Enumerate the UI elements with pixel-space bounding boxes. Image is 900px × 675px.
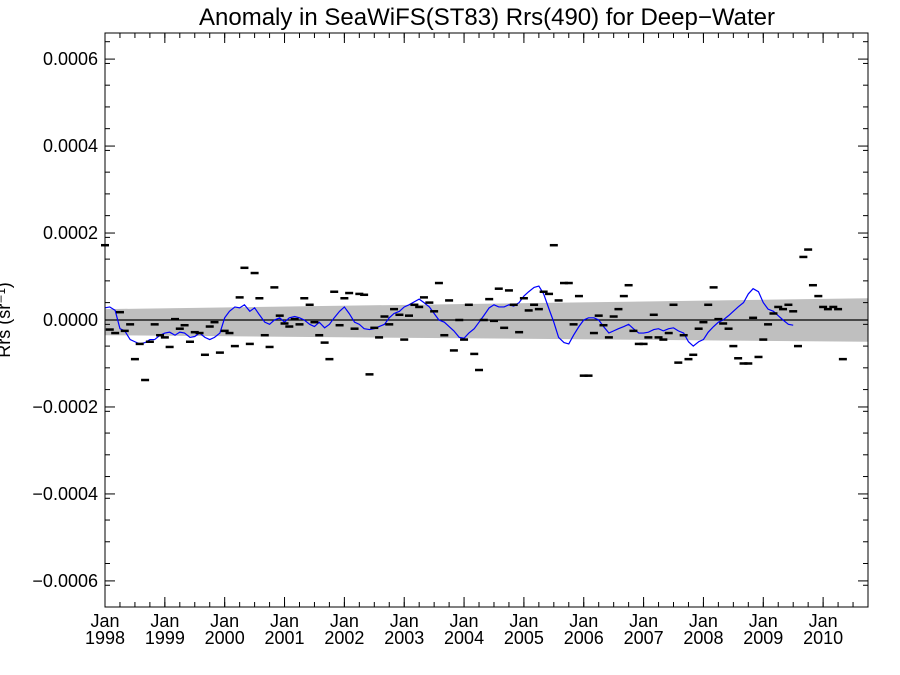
plot-frame [104,32,869,608]
x-tick-month: Jan [569,611,598,631]
x-tick-month: Jan [749,611,778,631]
x-tick-year: 2004 [444,628,484,648]
x-tick-month: Jan [270,611,299,631]
x-tick-year: 2009 [743,628,783,648]
x-tick-year: 2006 [564,628,604,648]
y-axis-label: Rrs (sr⁻¹) [0,282,14,357]
y-tick-label: 0.0006 [43,49,98,69]
y-tick-label: −0.0004 [32,484,98,504]
x-tick-month: Jan [809,611,838,631]
chart-title: Anomaly in SeaWiFS(ST83) Rrs(490) for De… [199,4,775,31]
x-tick-month: Jan [150,611,179,631]
y-tick-label: 0.0004 [43,136,98,156]
x-tick-year: 1999 [145,628,185,648]
x-tick-year: 2003 [384,628,424,648]
x-tick-month: Jan [509,611,538,631]
x-tick-year: 1998 [85,628,125,648]
x-tick-month: Jan [390,611,419,631]
x-tick-year: 2010 [803,628,843,648]
y-tick-label: −0.0006 [32,571,98,591]
x-tick-year: 2005 [504,628,544,648]
x-tick-month: Jan [90,611,119,631]
x-tick-month: Jan [629,611,658,631]
x-tick-month: Jan [689,611,718,631]
x-tick-month: Jan [210,611,239,631]
x-tick-year: 2000 [205,628,245,648]
x-tick-year: 2007 [624,628,664,648]
x-tick-year: 2002 [324,628,364,648]
y-tick-label: 0.0000 [43,310,98,330]
y-tick-label: −0.0002 [32,397,98,417]
x-tick-year: 2008 [683,628,723,648]
smoothed-anomaly-line [104,285,794,347]
x-tick-month: Jan [450,611,479,631]
y-tick-label: 0.0002 [43,223,98,243]
x-tick-year: 2001 [265,628,305,648]
x-tick-month: Jan [330,611,359,631]
